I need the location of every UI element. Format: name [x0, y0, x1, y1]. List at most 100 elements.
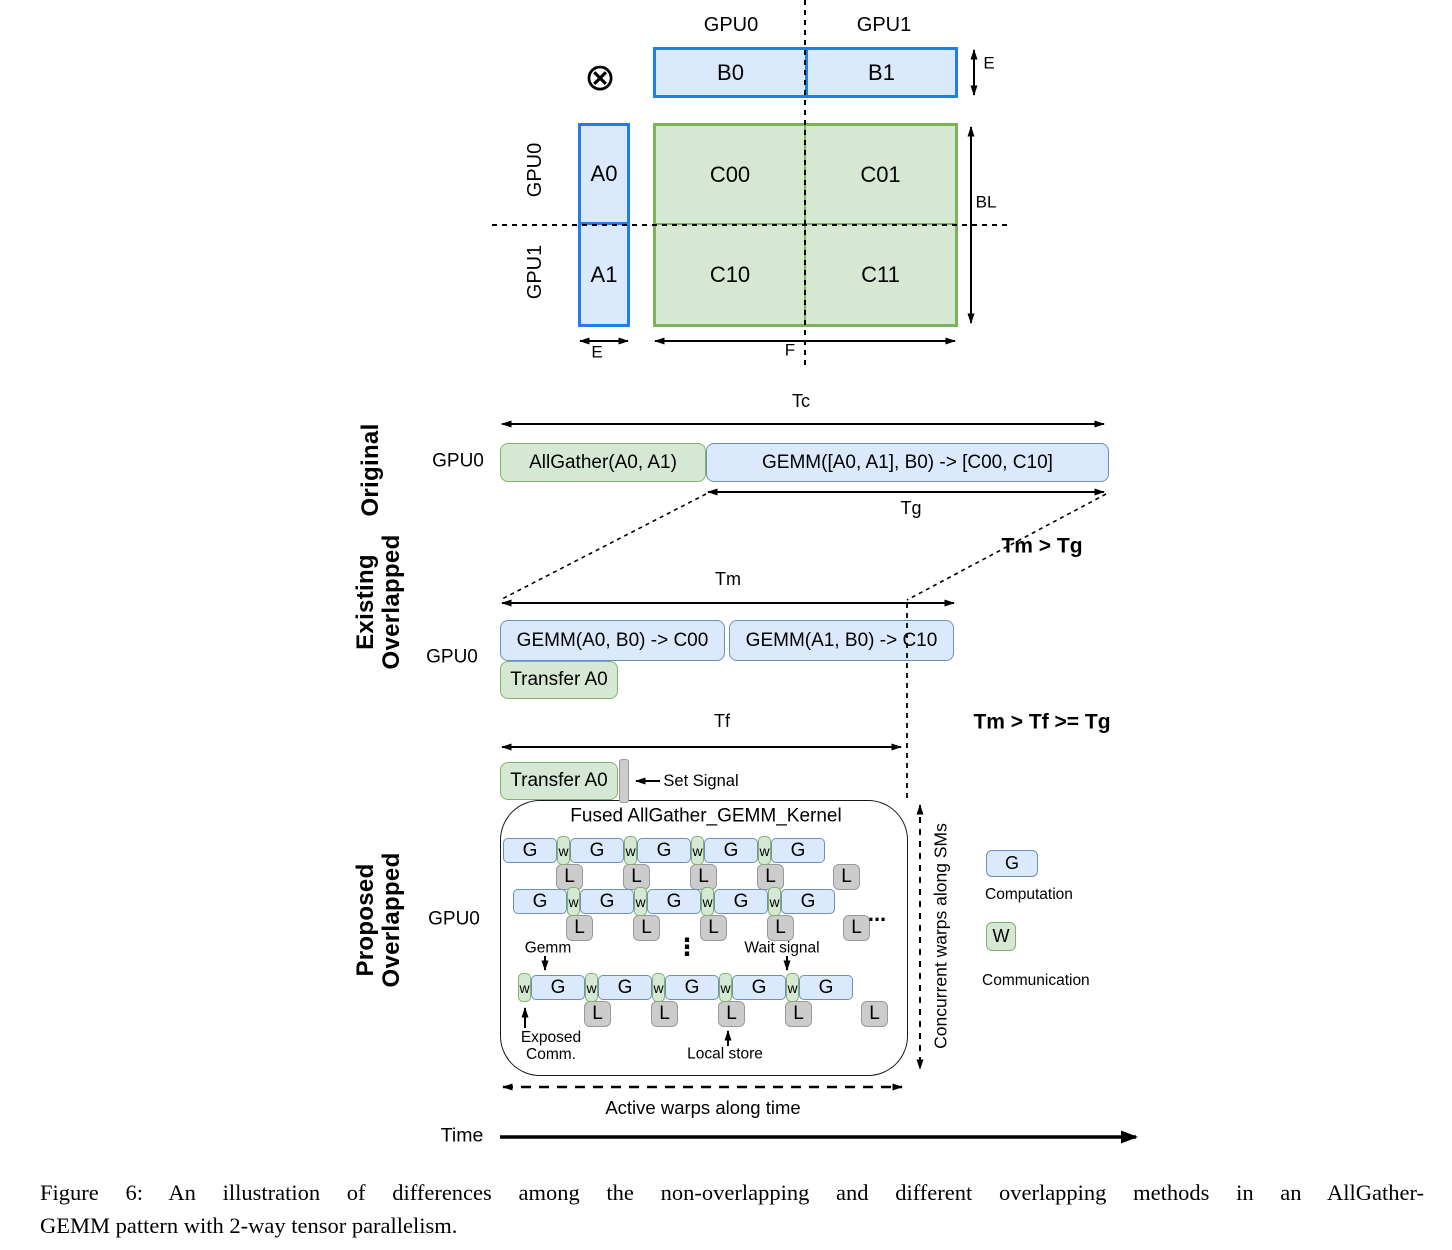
- wait-signal-annotation: Wait signal: [744, 939, 820, 957]
- warp-block-localstore: L: [861, 1001, 888, 1027]
- ellipsis-vertical: ⋮: [675, 933, 699, 961]
- warp-block-gemm: G: [732, 975, 786, 1000]
- caption-line2: GEMM pattern with 2-way tensor paralleli…: [40, 1213, 458, 1238]
- warp-block-localstore: L: [566, 915, 593, 941]
- warp-block-gemm: G: [598, 975, 652, 1000]
- legend-computation-label: Computation: [985, 886, 1073, 903]
- warp-block-localstore: L: [623, 864, 650, 890]
- exposed-line2: Comm.: [526, 1046, 576, 1063]
- existing-gpu0-label: GPU0: [426, 646, 478, 668]
- proposed-label-line1: Proposed: [352, 863, 380, 977]
- warp-block-wait: w: [768, 887, 781, 916]
- matrix-cell-c00: C00: [656, 126, 806, 225]
- warp-block-localstore: L: [651, 1001, 678, 1027]
- warp-block-gemm: G: [570, 838, 624, 863]
- caption-line1: Figure 6: An illustration of differences…: [40, 1180, 1424, 1205]
- warp-block-gemm: G: [799, 975, 853, 1000]
- gemm-annotation: Gemm: [524, 939, 572, 957]
- warp-block-wait: w: [652, 973, 665, 1002]
- warp-block-gemm: G: [781, 889, 835, 914]
- exposed-line1: Exposed: [520, 1028, 582, 1046]
- dim-f-label: F: [784, 340, 796, 360]
- warp-block-wait: w: [624, 836, 637, 865]
- warp-block-wait: w: [557, 836, 570, 865]
- section-label-proposed: Proposed Overlapped: [352, 852, 405, 988]
- existing-gemm1-box: GEMM(A0, B0) -> C00: [500, 620, 725, 661]
- matrix-cell-b0: B0: [656, 50, 808, 95]
- warp-block-localstore: L: [833, 864, 860, 890]
- warp-block-gemm: G: [665, 975, 719, 1000]
- matrix-cell-a0: A0: [581, 126, 627, 225]
- warp-block-wait: w: [585, 973, 598, 1002]
- warp-block-wait: w: [758, 836, 771, 865]
- dim-e-bottom-label: E: [591, 342, 603, 362]
- warp-block-wait: w: [567, 887, 580, 916]
- figure-caption: Figure 6: An illustration of differences…: [40, 1176, 1424, 1242]
- local-store-annotation: Local store: [687, 1045, 763, 1063]
- warp-block-gemm: G: [531, 975, 585, 1000]
- warp-block-gemm: G: [580, 889, 634, 914]
- matrix-cell-b1: B1: [868, 59, 895, 85]
- concurrent-warps-label: Concurrent warps along SMs: [930, 823, 951, 1049]
- warp-block-wait: w: [701, 887, 714, 916]
- dim-e-top-label: E: [983, 53, 995, 73]
- section-label-original: Original: [357, 423, 385, 517]
- existing-label-line1: Existing: [352, 554, 380, 650]
- warp-block-localstore: L: [767, 915, 794, 941]
- original-gpu0-label: GPU0: [432, 450, 484, 472]
- proposed-label-line2: Overlapped: [378, 852, 405, 988]
- warp-block-wait: w: [786, 973, 799, 1002]
- matrix-a-column: A0 A1: [578, 123, 630, 327]
- proposed-gpu0-label: GPU0: [428, 908, 480, 930]
- tg-label: Tg: [900, 498, 922, 519]
- allgather-box: AllGather(A0, A1): [500, 443, 706, 482]
- proposed-transfer-box: Transfer A0: [500, 762, 618, 800]
- warp-block-wait: w: [691, 836, 704, 865]
- warp-block-localstore: L: [584, 1001, 611, 1027]
- tm-tf-tg-label: Tm > Tf >= Tg: [973, 710, 1111, 734]
- matrix-row-gpu0-label: GPU0: [524, 142, 547, 198]
- matrix-row-gpu1-label: GPU1: [524, 244, 547, 300]
- warp-block-localstore: L: [690, 864, 717, 890]
- tc-label: Tc: [792, 391, 810, 412]
- matrix-c-grid: C00 C01 C10 C11: [653, 123, 958, 327]
- existing-label-line2: Overlapped: [378, 534, 405, 670]
- warp-block-gemm: G: [503, 838, 557, 863]
- dim-bl-label: BL: [975, 192, 997, 212]
- matrix-col-gpu1-label: GPU1: [856, 14, 912, 36]
- exposed-comm-annotation: Exposed Comm.: [521, 1029, 581, 1063]
- warp-block-localstore: L: [757, 864, 784, 890]
- warp-block-wait: w: [719, 973, 732, 1002]
- matrix-cell-c11: C11: [861, 261, 900, 287]
- ellipsis-horizontal: ...: [867, 900, 887, 926]
- original-gemm-box: GEMM([A0, A1], B0) -> [C00, C10]: [706, 443, 1109, 482]
- existing-transfer-box: Transfer A0: [500, 661, 618, 699]
- warp-block-gemm: G: [637, 838, 691, 863]
- warp-block-localstore: L: [700, 915, 727, 941]
- time-axis-label: Time: [440, 1124, 484, 1147]
- matrix-col-gpu0-label: GPU0: [703, 14, 759, 36]
- legend-communication-swatch: W: [986, 922, 1016, 951]
- existing-gemm2-box: GEMM(A1, B0) -> C10: [729, 620, 954, 661]
- warp-block-gemm: G: [647, 889, 701, 914]
- set-signal-label: Set Signal: [663, 771, 739, 790]
- warp-block-localstore: L: [633, 915, 660, 941]
- tm-gt-tg-label: Tm > Tg: [1001, 534, 1083, 558]
- warp-block-localstore: L: [556, 864, 583, 890]
- active-warps-label: Active warps along time: [605, 1096, 801, 1118]
- warp-block-gemm: G: [513, 889, 567, 914]
- warp-block-localstore: L: [718, 1001, 745, 1027]
- legend-computation-swatch: G: [986, 850, 1038, 877]
- fused-kernel-title: Fused AllGather_GEMM_Kernel: [570, 805, 842, 827]
- warp-block-wait: w: [518, 973, 531, 1002]
- tm-label: Tm: [715, 569, 741, 590]
- otimes-icon: ⊗: [584, 57, 616, 100]
- matrix-cell-a1: A1: [590, 261, 618, 287]
- warp-block-gemm: G: [771, 838, 825, 863]
- warp-block-gemm: G: [714, 889, 768, 914]
- matrix-cell-c01: C01: [806, 126, 955, 225]
- warp-block-localstore: L: [785, 1001, 812, 1027]
- warp-block-wait: w: [634, 887, 647, 916]
- matrix-b-row: B0 B1: [653, 47, 958, 98]
